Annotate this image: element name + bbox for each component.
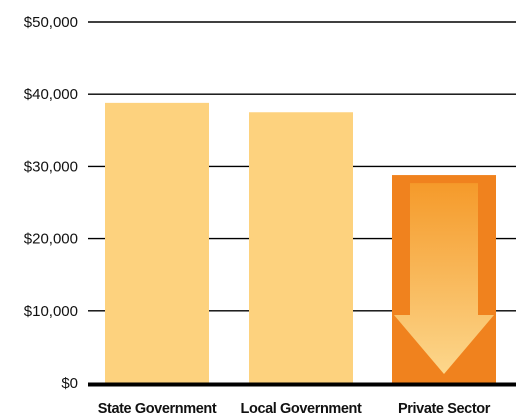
y-tick-label: $30,000 <box>24 158 78 175</box>
y-tick-label: $50,000 <box>24 14 78 31</box>
down-arrow-icon <box>394 183 494 374</box>
bar-state-government <box>105 102 209 383</box>
x-category-label: Private Sector <box>398 401 491 417</box>
bar-local-government <box>249 112 353 383</box>
annotation-arrow-group <box>394 183 494 374</box>
y-tick-label: $0 <box>61 375 78 392</box>
x-category-labels: State Government Local Government Private … <box>98 401 491 417</box>
y-tick-label: $20,000 <box>24 231 78 248</box>
x-category-label: Local Government <box>241 401 362 417</box>
y-tick-label: $10,000 <box>24 303 78 320</box>
y-tick-labels: $0 $10,000 $20,000 $30,000 $40,000 $50,000 <box>24 14 78 392</box>
x-category-label: State Government <box>98 401 217 417</box>
y-tick-label: $40,000 <box>24 86 78 103</box>
